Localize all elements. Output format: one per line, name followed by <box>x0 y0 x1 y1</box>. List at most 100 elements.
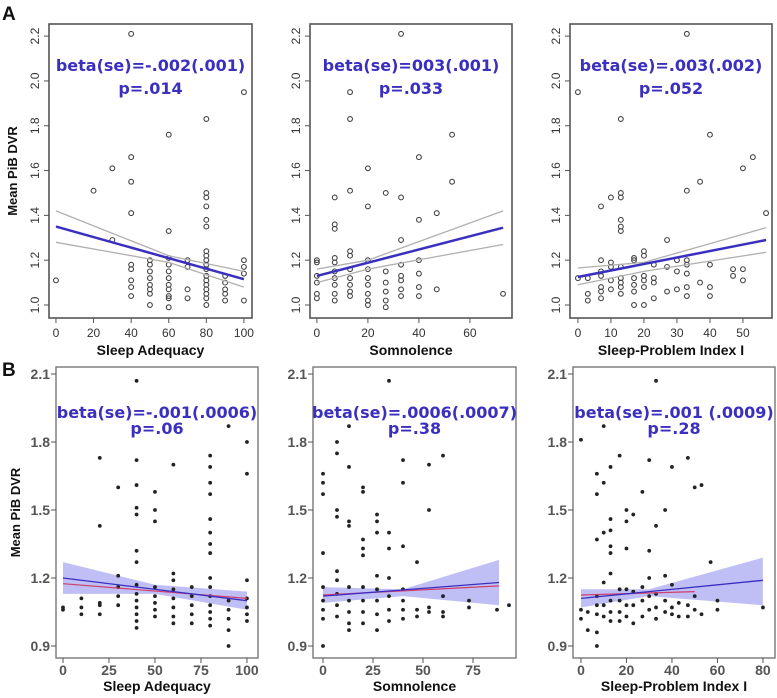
data-point <box>226 644 231 648</box>
data-point <box>654 523 658 528</box>
data-point <box>375 573 379 578</box>
data-point <box>617 610 622 614</box>
data-point <box>654 616 658 621</box>
data-point <box>598 288 604 295</box>
data-point <box>594 644 599 648</box>
data-point <box>574 89 581 96</box>
data-point <box>650 295 657 302</box>
data-point <box>331 259 338 266</box>
y-tick-label: 2.0 <box>28 72 42 89</box>
data-point <box>321 644 325 648</box>
x-tick-label: 20 <box>87 326 101 340</box>
data-point <box>387 576 391 580</box>
data-point <box>624 508 629 512</box>
data-point <box>585 610 590 614</box>
data-point <box>617 194 624 201</box>
y-tick-label: 1.2 <box>31 570 51 586</box>
data-point <box>165 286 172 293</box>
data-point <box>608 610 613 614</box>
data-point <box>128 293 135 299</box>
y-tick-label: 1.2 <box>288 570 308 586</box>
data-point <box>245 471 249 476</box>
ci-lower-line <box>316 243 504 284</box>
data-point <box>647 548 652 553</box>
y-tick-label: 1.2 <box>28 252 42 269</box>
data-point <box>730 272 737 279</box>
data-point <box>617 587 622 592</box>
data-point <box>631 512 636 517</box>
y-tick-label: 1.5 <box>548 502 568 518</box>
data-point <box>208 576 213 580</box>
data-point <box>708 560 713 565</box>
data-point <box>382 297 389 304</box>
confidence-band <box>581 557 763 608</box>
y-tick-label: 1.2 <box>549 252 563 269</box>
y-axis-label: Mean PiB DVR <box>8 467 23 557</box>
data-point <box>361 598 365 603</box>
data-point <box>347 89 353 96</box>
data-point <box>631 288 637 295</box>
data-point <box>208 530 213 535</box>
data-point <box>640 302 647 308</box>
data-point <box>601 603 606 608</box>
x-tick-label: 0 <box>575 326 582 340</box>
data-point <box>203 116 210 122</box>
p-value-annotation: p=.38 <box>388 419 441 438</box>
data-point <box>507 603 511 608</box>
data-point <box>116 485 121 490</box>
data-point <box>706 261 713 268</box>
data-point <box>375 530 379 535</box>
data-point <box>683 30 690 37</box>
x-tick-label: 40 <box>703 326 717 340</box>
data-point <box>226 628 231 633</box>
x-tick-label: 75 <box>465 662 481 678</box>
y-tick-label: 2.0 <box>549 72 563 89</box>
p-value-annotation: p=.052 <box>639 79 703 98</box>
data-point <box>398 194 405 201</box>
data-point <box>146 261 153 268</box>
data-point <box>740 277 746 284</box>
y-tick-label: 1.8 <box>289 117 303 134</box>
beta-annotation: beta(se)=.0006(.0007) <box>312 403 517 422</box>
data-point <box>208 480 213 485</box>
data-point <box>116 573 121 578</box>
data-point <box>171 462 176 467</box>
beta-annotation: beta(se)=.003(.002) <box>580 56 763 75</box>
data-point <box>321 551 325 555</box>
plot-frame <box>312 366 517 659</box>
data-point <box>153 614 157 619</box>
data-point <box>683 187 690 194</box>
x-tick-label: 20 <box>637 326 651 340</box>
data-point <box>670 582 674 587</box>
beta-annotation: beta(se)=003(.001) <box>323 56 500 75</box>
data-point <box>594 471 599 476</box>
data-point <box>415 216 422 223</box>
data-point <box>749 154 756 161</box>
data-point <box>495 607 499 612</box>
data-point <box>134 598 139 603</box>
x-axis-label: Sleep Adequacy <box>97 342 205 358</box>
data-point <box>153 601 157 605</box>
data-point <box>398 293 405 299</box>
data-point <box>467 605 471 610</box>
ci-lower-line <box>55 241 245 288</box>
data-point <box>153 585 157 589</box>
data-point <box>97 455 102 460</box>
data-point <box>97 523 102 528</box>
data-point <box>321 492 325 497</box>
data-point <box>375 519 379 524</box>
data-point <box>761 605 765 610</box>
x-tick-label: 75 <box>193 662 209 678</box>
data-point <box>153 489 157 494</box>
data-point <box>715 598 720 603</box>
x-axis-label: Sleep Adequacy <box>103 678 211 694</box>
data-point <box>171 614 176 619</box>
data-point <box>608 551 613 555</box>
data-point <box>208 465 213 469</box>
data-point <box>594 492 599 497</box>
data-point <box>146 290 153 297</box>
data-point <box>427 610 431 614</box>
data-point <box>208 585 213 589</box>
data-point <box>692 607 697 612</box>
data-point <box>601 530 606 535</box>
